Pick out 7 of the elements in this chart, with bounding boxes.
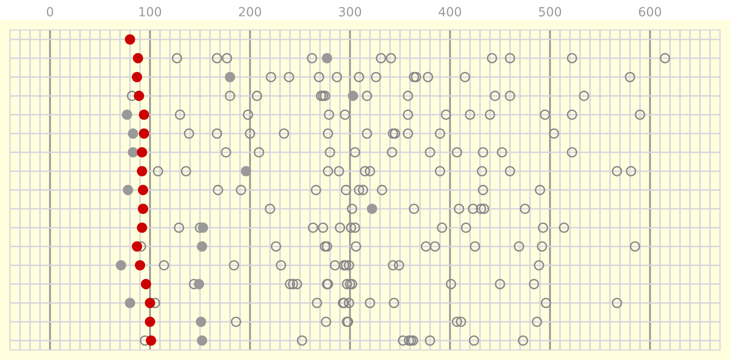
x-tick-label: 200 [238,7,262,16]
x-tick-label: 0 [46,7,54,16]
x-tick-label: 100 [139,7,162,16]
x-tick-label: 400 [438,7,462,16]
x-tick-label: 600 [638,7,662,16]
x-tick-label: 300 [339,7,362,16]
x-tick-label: 500 [539,7,562,16]
